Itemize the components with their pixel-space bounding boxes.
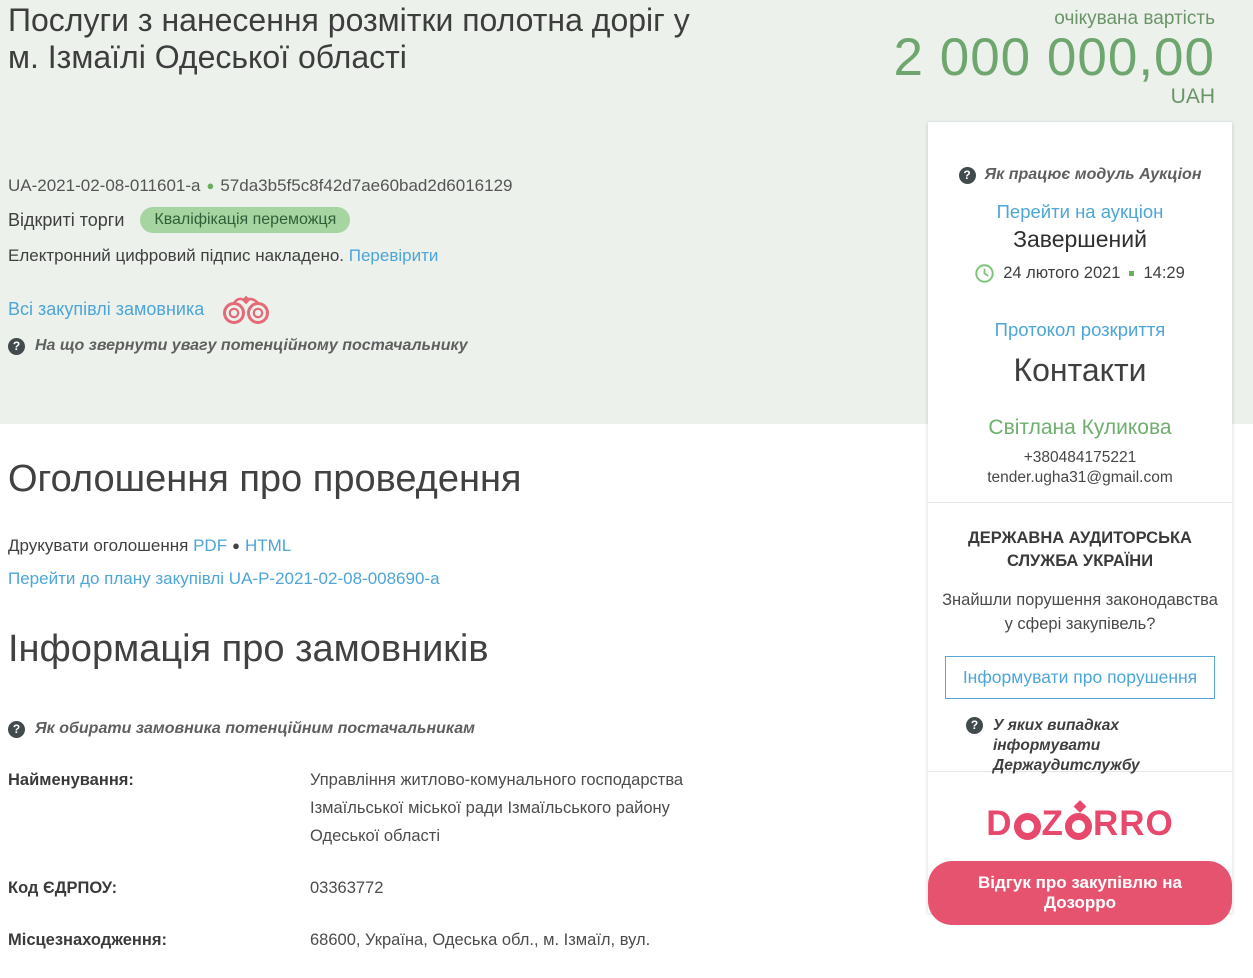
question-icon: ? (966, 717, 983, 734)
tender-hash: 57da3b5f5c8f42d7ae60bad2d6016129 (220, 176, 513, 195)
row-value: Управління житлово-комунального господар… (310, 771, 684, 845)
audit-question: Знайшли порушення законодавства у сфері … (942, 591, 1218, 633)
audit-hint-text[interactable]: У яких випадках інформувати Держаудитслу… (993, 717, 1140, 774)
table-row: Код ЄДРПОУ: 03363772 (8, 874, 728, 902)
buyers-heading: Інформація про замовників (8, 628, 489, 670)
question-icon: ? (958, 167, 976, 184)
audit-service-section: ДЕРЖАВНА АУДИТОРСЬКА СЛУЖБА УКРАЇНИ Знай… (928, 503, 1232, 774)
binocular-lens-icon (1064, 812, 1092, 840)
binocular-bridge-icon (1073, 800, 1087, 813)
dozorro-section: D Z R R O Відгук про закупівлю на Дозорр… (928, 772, 1232, 925)
binocular-lens-icon (1013, 812, 1041, 840)
all-purchases-link[interactable]: Всі закупівлі замовника (8, 298, 205, 319)
dozorro-letter: Z (1041, 804, 1064, 843)
expected-value-block: очікувана вартість 2 000 000,00 UAH (894, 8, 1215, 108)
row-label: Найменування: (8, 771, 134, 789)
how-auction-works-row: ? Як працює модуль Аукціон (958, 166, 1202, 184)
buyers-hint-text[interactable]: Як обирати замовника потенційним постача… (35, 720, 475, 737)
dozorro-feedback-button[interactable]: Відгук про закупівлю на Дозорро (928, 861, 1232, 925)
sidebar-card: ? Як працює модуль Аукціон Перейти на ау… (928, 122, 1232, 925)
report-violation-button[interactable]: Інформувати про порушення (945, 656, 1215, 699)
dozorro-logo[interactable]: D Z R R O (986, 800, 1174, 844)
dozorro-letter: R (1119, 804, 1146, 843)
contacts-heading: Контакти (1013, 352, 1147, 388)
audit-hint-row: ? У яких випадках інформувати Держаудитс… (928, 716, 1232, 776)
go-to-auction-link[interactable]: Перейти на аукціон (996, 201, 1164, 222)
buyers-hint-row: ? Як обирати замовника потенційним поста… (8, 720, 475, 738)
expected-value-label: очікувана вартість (1054, 8, 1215, 29)
dozorro-letter: O (1145, 804, 1174, 843)
auction-contacts-section: ? Як працює модуль Аукціон Перейти на ау… (928, 122, 1232, 503)
contact-name: Світлана Куликова (988, 416, 1172, 439)
page-title: Послуги з нанесення розмітки полотна дор… (8, 2, 690, 75)
tender-id: UA-2021-02-08-011601-a (8, 176, 201, 195)
status-badge: Кваліфікація переможця (140, 207, 351, 233)
question-icon: ? (8, 338, 25, 355)
auction-datetime-row: 24 лютого 2021 14:29 (928, 264, 1232, 283)
signature-text: Електронний цифровий підпис накладено. (8, 246, 345, 265)
procurement-plan-link[interactable]: Перейти до плану закупівлі UA-P-2021-02-… (8, 569, 440, 588)
auction-date: 24 лютого 2021 (1003, 264, 1121, 282)
row-label: Код ЄДРПОУ: (8, 879, 118, 897)
buyer-info-table: Найменування: Управління житлово-комунал… (8, 766, 728, 978)
print-pdf-link[interactable]: PDF (193, 536, 228, 555)
question-icon: ? (8, 721, 25, 738)
print-label: Друкувати оголошення (8, 536, 189, 555)
expected-value-currency: UAH (1170, 85, 1215, 108)
supplier-hint-row: ? На що звернути увагу потенційному пост… (8, 337, 468, 355)
plan-line: Перейти до плану закупівлі UA-P-2021-02-… (8, 569, 440, 589)
audit-service-name: ДЕРЖАВНА АУДИТОРСЬКА СЛУЖБА УКРАЇНИ (968, 529, 1192, 570)
how-auction-works-text[interactable]: Як працює модуль Аукціон (984, 166, 1202, 183)
table-row: Найменування: Управління житлово-комунал… (8, 766, 728, 850)
signature-line: Електронний цифровий підпис накладено. П… (8, 246, 438, 266)
contact-phone: +380484175221 (1023, 449, 1137, 466)
procedure-type: Відкриті торги (8, 209, 125, 230)
id-separator-dot: ● (206, 178, 215, 193)
status-line: Відкриті торги Кваліфікація переможця (8, 207, 351, 233)
row-label: Місцезнаходження: (8, 931, 167, 949)
print-html-link[interactable]: HTML (244, 536, 292, 555)
expected-value-amount: 2 000 000,00 (893, 28, 1215, 87)
dozorro-letter: R (1092, 804, 1120, 843)
auction-status: Завершений (1013, 226, 1147, 252)
binoculars-icon[interactable] (222, 294, 270, 324)
row-value: 03363772 (310, 879, 384, 897)
disclosure-protocol-link[interactable]: Протокол розкриття (994, 319, 1166, 340)
row-value: 68600, Україна, Одеська обл., м. Ізмаїл,… (310, 931, 651, 949)
contact-email: tender.ugha31@gmail.com (987, 469, 1173, 486)
clock-icon (975, 264, 994, 283)
print-announcement-line: Друкувати оголошення PDF ● HTML (8, 536, 291, 556)
tender-identifiers: UA-2021-02-08-011601-a ● 57da3b5f5c8f42d7a… (8, 176, 512, 196)
date-time-separator (1129, 271, 1135, 276)
print-separator-dot: ● (232, 538, 240, 553)
all-purchases-row: Всі закупівлі замовника (8, 294, 270, 324)
dozorro-letter: D (986, 804, 1013, 843)
announcement-heading: Оголошення про проведення (8, 458, 522, 500)
table-row: Місцезнаходження: 68600, Україна, Одеськ… (8, 926, 728, 954)
supplier-hint-text[interactable]: На що звернути увагу потенційному постач… (35, 337, 468, 354)
verify-signature-link[interactable]: Перевірити (348, 246, 439, 265)
auction-time: 14:29 (1143, 264, 1185, 282)
